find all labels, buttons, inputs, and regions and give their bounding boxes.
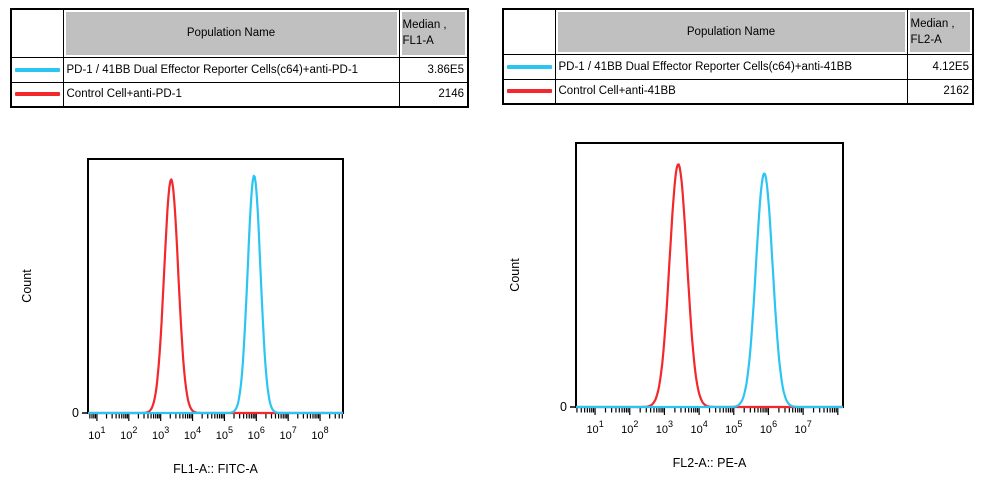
- control-series-swatch: [507, 89, 552, 94]
- plot-area: [87, 158, 344, 414]
- median-value: 2162: [906, 78, 974, 105]
- median-header-line2: FL2-A: [910, 33, 942, 46]
- x-tick-label: 104: [690, 419, 707, 436]
- x-axis-title: FL2-A:: PE-A: [673, 456, 747, 470]
- y-axis-title: Count: [20, 269, 34, 303]
- x-axis-title: FL1-A:: FITC-A: [173, 462, 258, 476]
- population-name-header: Population Name: [62, 8, 400, 58]
- series-curve: [87, 174, 344, 415]
- median-value: 3.86E5: [398, 56, 469, 83]
- median-value: 4.12E5: [906, 53, 974, 80]
- x-axis-ticks: [89, 414, 343, 421]
- x-tick-label: 102: [120, 425, 137, 442]
- table-header-row: Population Name Median , FL2-A: [502, 8, 974, 55]
- population-table-fl1: Population Name Median , FL1-A PD-1 / 41…: [10, 8, 469, 108]
- x-tick-label: 102: [621, 419, 638, 436]
- table-row: PD-1 / 41BB Dual Effector Reporter Cells…: [502, 53, 974, 80]
- y-zero-label: 0: [560, 400, 567, 414]
- control-series-swatch: [15, 92, 60, 97]
- x-tick-label: 105: [216, 425, 233, 442]
- median-header-line2: FL1-A: [402, 35, 434, 48]
- population-name-header: Population Name: [554, 8, 908, 55]
- population-name: PD-1 / 41BB Dual Effector Reporter Cells…: [62, 56, 400, 83]
- series-swatch-cell: [10, 81, 64, 108]
- series-swatch-cell: [502, 78, 556, 105]
- x-tick-label: 105: [725, 419, 742, 436]
- reporter-series-swatch: [507, 64, 552, 69]
- series-curve: [575, 172, 844, 409]
- swatch-header-cell: [10, 8, 64, 58]
- y-axis-title: Count: [508, 258, 522, 292]
- table-header-row: Population Name Median , FL1-A: [10, 8, 469, 58]
- y-zero-label: 0: [72, 406, 79, 420]
- population-name: Control Cell+anti-PD-1: [62, 81, 400, 108]
- population-name: PD-1 / 41BB Dual Effector Reporter Cells…: [554, 53, 908, 80]
- x-tick-label: 101: [88, 425, 105, 442]
- plot-area: [575, 142, 844, 408]
- median-header: Median , FL1-A: [398, 8, 469, 58]
- table-row: PD-1 / 41BB Dual Effector Reporter Cells…: [10, 56, 469, 83]
- swatch-header-cell: [502, 8, 556, 55]
- x-tick-label: 104: [184, 425, 201, 442]
- table-row: Control Cell+anti-PD-1 2146: [10, 81, 469, 108]
- x-tick-label: 103: [152, 425, 169, 442]
- reporter-series-swatch: [15, 67, 60, 72]
- median-header-line1: Median ,: [402, 19, 447, 32]
- x-axis-ticks: [576, 408, 839, 415]
- population-name: Control Cell+anti-41BB: [554, 78, 908, 105]
- median-header: Median , FL2-A: [906, 8, 974, 55]
- table-row: Control Cell+anti-41BB 2162: [502, 78, 974, 105]
- x-tick-label: 103: [656, 419, 673, 436]
- series-swatch-cell: [10, 56, 64, 83]
- median-value: 2146: [398, 81, 469, 108]
- x-tick-label: 108: [311, 425, 328, 442]
- x-tick-label: 106: [760, 419, 777, 436]
- median-header-line1: Median ,: [910, 17, 955, 30]
- x-tick-label: 107: [794, 419, 811, 436]
- population-table-fl2: Population Name Median , FL2-A PD-1 / 41…: [502, 8, 974, 105]
- x-tick-label: 107: [280, 425, 297, 442]
- series-swatch-cell: [502, 53, 556, 80]
- x-tick-label: 106: [248, 425, 265, 442]
- x-tick-label: 101: [586, 419, 603, 436]
